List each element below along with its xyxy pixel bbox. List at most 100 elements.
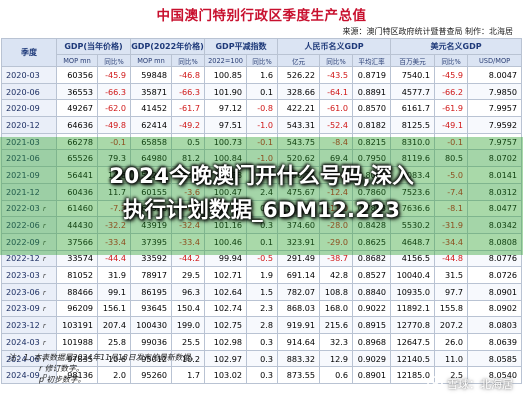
value-cell: 29.5 [171,266,206,284]
value-cell: 101988 [56,333,98,351]
value-cell: 919.91 [277,316,321,334]
quarter-cell: 2021-12 [1,182,57,201]
value-cell: 102.97 [204,349,248,368]
value-cell: 8.0726 [467,266,523,284]
value-cell: 10.6 [96,349,132,368]
value-cell: 11.0 [434,349,469,368]
value-cell: 99.1 [96,282,132,301]
quarter-label: 2023-03 [6,270,40,281]
value-cell: 60436 [56,182,98,201]
value-cell: 207.2 [434,316,469,334]
subheader-cell: 同比% [96,54,132,67]
value-cell: -66.2 [434,82,469,101]
value-cell: -49.1 [434,116,469,134]
quarter-label: 2023-09 [6,303,40,314]
value-cell: 78917 [130,266,173,284]
quarter-label: 2020-09 [6,103,40,114]
value-cell: -0.5 [246,249,279,268]
value-cell: 0.8901 [352,366,392,385]
revision-flag: r [42,222,46,231]
value-cell: 102.64 [204,282,248,301]
subheader-cell: MOP mn [130,54,173,67]
value-cell: 2.4 [246,182,279,201]
value-cell: 0.1 [246,199,279,218]
value-cell: 33574 [56,249,98,268]
table-row: 2020-12 64636 -49.8 62414 -49.2 97.51 -1.0 543.… [1,116,523,134]
value-cell: 103191 [56,316,98,334]
value-cell: 4577.7 [390,82,436,101]
value-cell: 543.31 [277,116,321,134]
value-cell: 97.7 [434,282,469,301]
quarter-cell: 2023-12 r [1,316,57,334]
quarter-cell: 2020-06 [1,82,57,101]
subheader-cell: 平均汇率 [352,54,392,67]
value-cell: 0.8719 [352,66,392,84]
value-cell: 102.74 [204,299,248,318]
footnotes: 注：1. 本表数据是2024年11月18日发布的最新数据。 r 修订数字。 p … [8,352,198,385]
value-cell: 526.22 [277,66,321,84]
value-cell: -52.4 [319,116,354,134]
value-cell: 65526 [56,149,98,168]
value-cell: 86195 [130,282,173,301]
quarter-label: 2023-06 [6,286,40,297]
value-cell: 97.12 [204,99,248,118]
table-subheader-row: MOP mn 同比% MOP mn 同比% 2022=100 同比% 亿元 同比% 平均汇率 百万… [2,54,523,67]
value-cell: 7.9850 [467,82,523,101]
value-cell: 0.3 [246,333,279,351]
watermark-text: 雪球：北海居 [447,378,513,391]
value-cell: 42.8 [319,266,354,284]
value-cell: 62414 [130,116,173,134]
value-cell: -44.4 [96,249,132,268]
quarter-label: 2022-12 [6,253,40,264]
value-cell: 2.3 [246,299,279,318]
value-cell: 7.9957 [467,99,523,118]
quarter-cell: 2023-03 r [1,266,57,284]
subheader-cell: 亿元 [277,54,321,67]
value-cell: 99.94 [204,249,248,268]
value-cell: 422.21 [277,99,321,118]
value-cell: 8119.6 [390,149,436,168]
table-row: 2021-06 65526 79.3 64980 81.2 100.84 -1.0 520.6… [1,149,523,168]
value-cell: 215.6 [319,316,354,334]
table-row: 2024-03 r 101988 25.8 99036 25.5 102.98 0.3 914.… [1,333,523,351]
value-cell: 0.9022 [352,299,392,318]
table-row: 2021-09 56441 14.6 56230 35.6 100.38 3.4 456.23… [1,166,523,184]
value-cell: 81052 [56,266,98,284]
value-cell: 7540.1 [390,66,436,84]
value-cell: 11892.1 [390,299,436,318]
column-header-deflator: GDP平减指数 [204,38,279,55]
value-cell: -49.8 [96,116,132,134]
value-cell: 868.03 [277,299,321,318]
quarter-label: 2021-03 [6,136,40,147]
value-cell: 1.5 [246,282,279,301]
value-cell: 328.66 [277,82,321,101]
value-cell: 0.8428 [352,216,392,234]
headline-line-1: 2024今晚澳门开什么号码,深入 [109,164,414,189]
value-cell: 79.3 [96,149,132,168]
quarter-label: 2024-09 [6,370,40,381]
value-cell: 100.85 [204,66,248,84]
value-cell: 0.8915 [352,316,392,334]
value-cell: 99036 [130,333,173,351]
value-cell: 31.5 [434,266,469,284]
revision-flag: r [42,355,46,364]
value-cell: 96209 [56,299,98,318]
table-row: 2024-06 r 97835 10.6 95012 10.2 102.97 0.3 883.3… [1,349,523,368]
quarter-cell: 2023-06 r [1,282,57,301]
value-cell: 108.8 [319,282,354,301]
value-cell: 93645 [130,299,173,318]
value-cell: 12770.8 [390,316,436,334]
footnote-1: 注：1. 本表数据是2024年11月18日发布的最新数据。 [8,353,198,362]
value-cell: 7.9592 [467,116,523,134]
quarter-cell: 2022-03 r [1,199,57,218]
value-cell: 691.14 [277,266,321,284]
value-cell: 88466 [56,282,98,301]
value-cell: 873.55 [277,366,321,385]
value-cell: -45.9 [434,66,469,84]
value-cell: -61.7 [171,99,206,118]
value-cell: -0.8 [246,99,279,118]
value-cell: 25.8 [96,333,132,351]
value-cell: 2.8 [246,316,279,334]
quarter-label: 2024-06 [6,353,40,364]
value-cell: 8.0141 [467,166,523,184]
